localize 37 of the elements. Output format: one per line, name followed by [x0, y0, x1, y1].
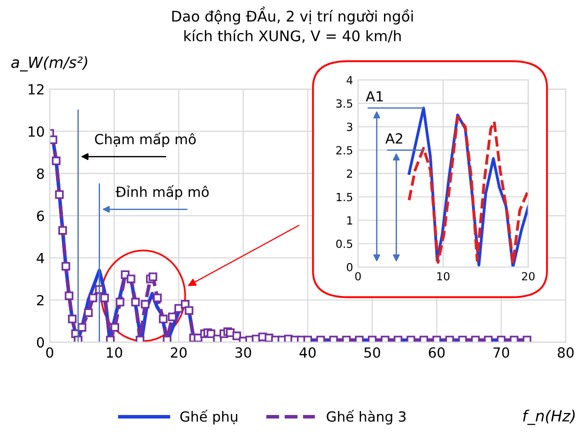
y-axis-title: a_W(m/s²): [11, 56, 88, 72]
ref-line-label: A1: [366, 91, 383, 102]
chart-title: Dao động ĐẦu, 2 vị trí người ngồi kích thích XUNG, V = 40 km/h: [172, 6, 413, 43]
y-tick-label: 0: [346, 262, 352, 272]
y-tick-label: 6: [36, 210, 44, 222]
y-tick-label: 1: [347, 216, 352, 224]
x-tick-label: 10: [106, 347, 122, 358]
x-tick-label: 0: [355, 272, 361, 280]
y-tick-label: 1.5: [336, 192, 352, 202]
legend-label: Ghế phụ: [180, 410, 238, 424]
x-axis-title: f_n(Hz): [523, 410, 575, 425]
x-tick-label: 30: [235, 347, 252, 358]
y-tick-label: 4: [36, 252, 44, 264]
y-tick-label: 2: [346, 169, 352, 178]
y-tick-label: 3: [346, 122, 352, 132]
ref-line-label: Đỉnh mấp mô: [116, 185, 209, 200]
ref-line-label: Chạm mấp mô: [95, 132, 196, 148]
y-tick-label: 8: [36, 168, 44, 179]
y-tick-label: 2: [37, 294, 44, 306]
x-tick-label: 80: [558, 347, 574, 358]
y-tick-label: 10: [28, 126, 44, 137]
y-tick-label: 0: [36, 337, 44, 348]
y-tick-label: 12: [28, 84, 44, 94]
x-tick-label: 20: [170, 347, 187, 358]
y-tick-label: 4: [346, 76, 353, 84]
y-tick-label: 3.5: [336, 99, 352, 108]
x-tick-label: 40: [300, 347, 316, 358]
y-tick-label: 2.5: [336, 146, 352, 154]
legend-label: Ghế hàng 3: [326, 410, 406, 424]
x-tick-label: 10: [437, 272, 450, 280]
x-tick-label: 60: [428, 347, 445, 358]
legend-label: A2: [385, 133, 402, 144]
y-tick-label: 0.5: [336, 240, 352, 248]
x-tick-label: 0: [46, 347, 54, 358]
x-tick-label: 20: [522, 272, 535, 280]
x-tick-label: 70: [494, 347, 510, 358]
x-tick-label: 50: [364, 347, 380, 358]
